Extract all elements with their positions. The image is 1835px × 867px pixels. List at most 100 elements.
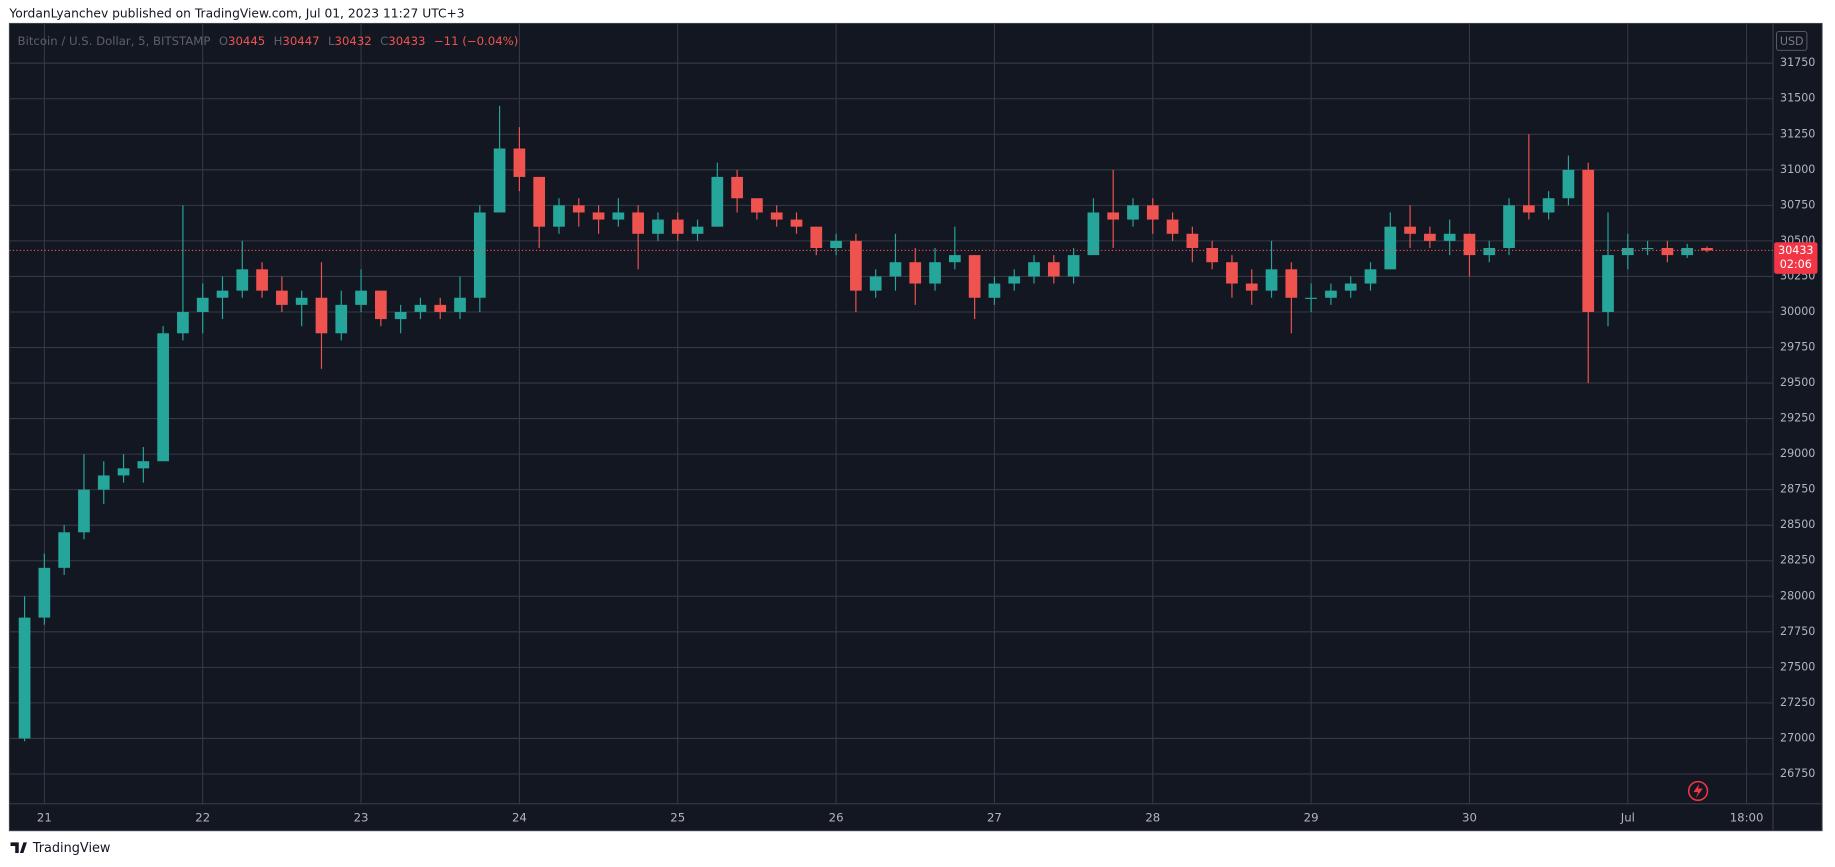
change: −11 (−0.04%) (434, 33, 518, 47)
candle-body (295, 297, 308, 305)
candle-body (1146, 205, 1159, 220)
y-tick-label: 27500 (1780, 660, 1815, 673)
candle-body (58, 532, 71, 568)
candle-body (1245, 283, 1258, 291)
candle-body (493, 148, 506, 213)
y-tick-label: 29250 (1780, 412, 1815, 425)
y-tick-label: 31000 (1780, 163, 1815, 176)
brand-name: TradingView (32, 841, 111, 856)
last-price-label: 30433 (1778, 244, 1813, 257)
candle-body (1364, 269, 1377, 284)
candle-body (909, 262, 922, 284)
candle-body (315, 297, 328, 334)
candle-body (473, 212, 486, 298)
close-value: 30433 (388, 33, 425, 47)
candle-body (374, 290, 387, 320)
candle-body (256, 269, 268, 291)
candle-body (1325, 290, 1337, 298)
candle-body (1621, 248, 1634, 256)
candle-body (929, 262, 941, 284)
symbol: Bitcoin / U.S. Dollar, 5, BITSTAMP (18, 33, 211, 47)
y-tick-label: 28500 (1780, 518, 1815, 531)
candle-body (1503, 205, 1515, 249)
candle-body (1641, 248, 1654, 250)
candle-body (671, 219, 684, 234)
y-tick-label: 29000 (1780, 447, 1815, 460)
candle-body (157, 333, 169, 462)
candle-body (1661, 248, 1674, 256)
currency-button[interactable] (1776, 31, 1808, 51)
candle-body (533, 176, 546, 227)
candle-body (1582, 169, 1595, 312)
candle-body (434, 304, 447, 312)
candle-body (177, 311, 189, 334)
candle-body (1186, 233, 1199, 249)
icon-bolt (1693, 783, 1703, 798)
candle-body (1424, 233, 1436, 241)
candle-body (553, 205, 565, 227)
x-tick-label: 28 (1145, 810, 1160, 824)
candle-body (1522, 205, 1535, 213)
x-tick-label: 26 (829, 810, 844, 824)
candle-body (137, 461, 150, 469)
currency: USD (1780, 35, 1804, 48)
y-tick-label: 31750 (1780, 56, 1815, 69)
y-tick-label: 27250 (1780, 696, 1815, 709)
candle-body (1265, 269, 1278, 291)
y-tick-label: 31250 (1780, 127, 1815, 140)
chart-pane (8, 22, 1823, 832)
y-tick-label: 27750 (1780, 625, 1815, 638)
candle-body (1404, 226, 1416, 234)
y-tick-label: 27000 (1780, 731, 1815, 744)
candle-body (78, 489, 90, 533)
open-label: O (219, 33, 228, 47)
candle-body (394, 311, 407, 320)
x-tick-label: 18:00 (1730, 810, 1764, 824)
candle-body (691, 226, 704, 234)
candle-body (1344, 283, 1357, 291)
candle-body (1542, 198, 1555, 213)
candle-body (38, 567, 51, 618)
countdown: 02:06 (1780, 258, 1812, 271)
x-tick-label: 29 (1304, 810, 1319, 824)
candle-body (592, 212, 605, 220)
candle-body (335, 304, 348, 334)
y-tick-label: 29750 (1780, 341, 1815, 354)
candle-body (1562, 169, 1575, 199)
candle-body (276, 290, 288, 305)
axes: 26750 27000 27250 27500 27750 28000 28250 28500… (37, 56, 1818, 824)
y-tick-label: 30750 (1780, 198, 1815, 211)
candle-body (751, 198, 763, 213)
x-tick-label: 24 (512, 810, 527, 824)
candle-body (948, 255, 961, 263)
y-tick-label: 31500 (1780, 92, 1815, 105)
candle-body (97, 475, 110, 490)
candle-body (711, 176, 724, 227)
candle-body (572, 205, 585, 213)
candle-body (355, 290, 367, 305)
x-tick-label: 25 (670, 810, 685, 824)
y-tick-label: 26750 (1780, 767, 1815, 780)
candle-body (1226, 262, 1238, 284)
candle-body (869, 276, 882, 291)
candle-body (1028, 262, 1040, 277)
candle-body (790, 219, 803, 227)
grid (9, 23, 1773, 804)
last-price-tag (1774, 242, 1818, 274)
candle-body (830, 240, 842, 249)
candle-body (731, 176, 743, 199)
candle-body (1107, 212, 1120, 220)
x-tick-label: 22 (195, 810, 210, 824)
publisher-note: YordanLyanchev published on TradingView.… (8, 7, 464, 21)
candle-body (1384, 226, 1397, 270)
candle-body (1463, 233, 1476, 256)
candle-body (216, 290, 229, 298)
candle-body (1047, 262, 1060, 277)
candle-body (1602, 255, 1614, 312)
icon-ring (1687, 780, 1709, 802)
candle-body (1008, 276, 1021, 284)
lightning-icon[interactable] (1687, 780, 1709, 802)
high-value: 30447 (282, 33, 319, 47)
candle-body (968, 255, 981, 298)
